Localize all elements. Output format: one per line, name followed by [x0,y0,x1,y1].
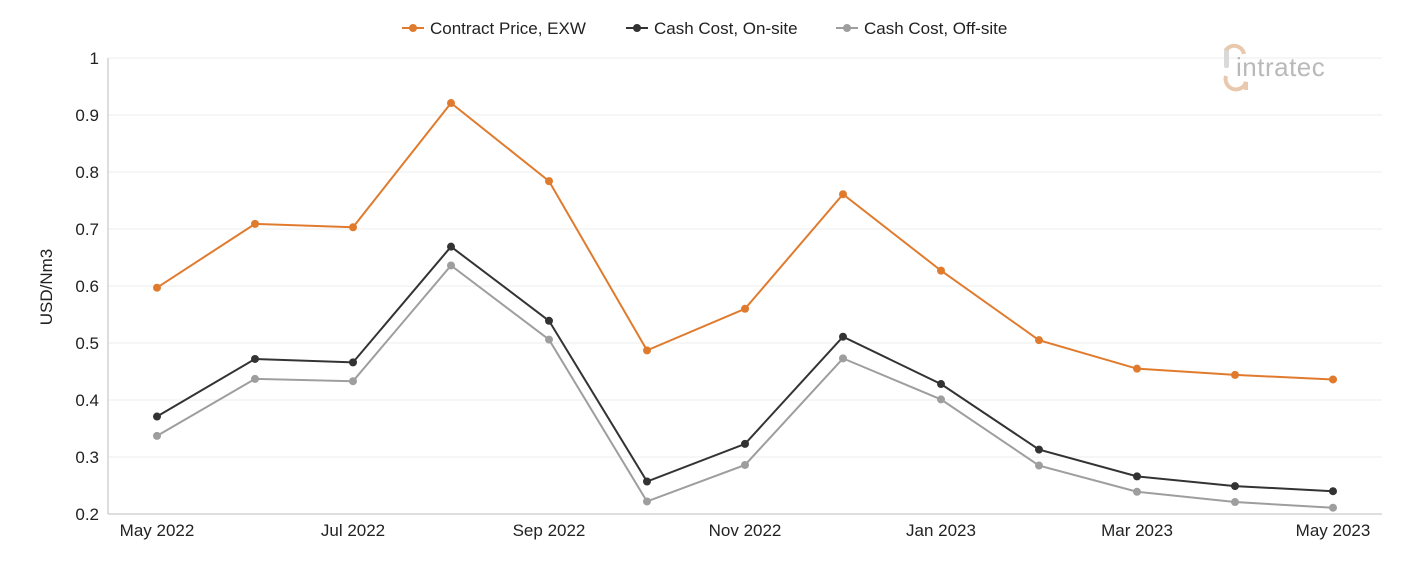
data-point [1133,364,1141,373]
data-point [1231,370,1239,379]
data-point [937,266,945,275]
y-tick-label: 0.3 [75,448,99,467]
x-tick-label: May 2022 [120,521,195,540]
data-point [545,316,553,325]
series-3 [153,261,1337,512]
data-point [1133,487,1141,496]
x-tick-label: Jan 2023 [906,521,976,540]
x-tick-label: Jul 2022 [321,521,385,540]
data-point [839,354,847,363]
y-tick-label: 1 [90,49,99,68]
logo-text: intratec [1236,52,1325,82]
data-point [153,431,161,440]
data-point [741,304,749,313]
legend-marker [843,24,851,32]
series-lines [153,99,1337,512]
data-point [447,99,455,108]
data-point [1035,336,1043,345]
y-tick-label: 0.7 [75,220,99,239]
data-point [741,439,749,448]
x-tick-label: Nov 2022 [709,521,782,540]
data-point [643,477,651,486]
data-point [1329,503,1337,512]
y-tick-label: 0.5 [75,334,99,353]
data-point [643,346,651,355]
series-line [156,101,1334,381]
intratec-logo-icon [1223,43,1248,92]
data-point [1231,482,1239,491]
x-tick-label: Sep 2022 [513,521,586,540]
series-2 [153,242,1337,496]
gridlines [108,57,1382,458]
legend-label: Contract Price, EXW [430,19,586,38]
data-point [251,374,259,383]
intratec-logo: intratec [1223,43,1325,92]
legend-item: Cash Cost, Off-site [836,19,1007,38]
data-point [839,332,847,341]
data-point [1035,461,1043,470]
y-tick-label: 0.8 [75,163,99,182]
data-point [349,358,357,367]
data-point [1035,445,1043,454]
series-line [156,264,1334,509]
data-point [1231,498,1239,507]
legend-item: Cash Cost, On-site [626,19,798,38]
data-point [1133,472,1141,481]
data-point [545,335,553,344]
legend-label: Cash Cost, On-site [654,19,798,38]
x-tick-labels: May 2022 Jul 2022 Sep 2022 Nov 2022 Jan 2023… [120,521,1371,540]
data-point [937,380,945,389]
data-point [937,395,945,404]
data-point [349,223,357,232]
data-point [1329,375,1337,384]
y-tick-label: 0.9 [75,106,99,125]
legend-marker [633,24,641,32]
data-point [153,412,161,421]
legend-item: Contract Price, EXW [402,19,586,38]
y-axis-label: USD/Nm3 [37,249,56,326]
data-point [447,242,455,251]
data-point [545,177,553,186]
data-point [643,497,651,506]
y-tick-label: 0.4 [75,391,99,410]
axes [107,58,1382,515]
x-tick-label: Mar 2023 [1101,521,1173,540]
legend-marker [409,24,417,32]
x-tick-label: May 2023 [1296,521,1371,540]
data-point [251,354,259,363]
y-tick-label: 0.6 [75,277,99,296]
data-point [741,460,749,469]
data-point [447,261,455,270]
y-tick-label: 0.2 [75,505,99,524]
data-point [349,377,357,386]
data-point [251,219,259,228]
legend: Contract Price, EXW Cash Cost, On-site Cas… [402,19,1007,38]
y-tick-labels: 0.2 0.3 0.4 0.5 0.6 0.7 0.8 0.9 1 [75,49,99,524]
legend-label: Cash Cost, Off-site [864,19,1007,38]
series-1 [153,99,1337,384]
data-point [153,283,161,292]
data-point [839,190,847,199]
data-point [1329,487,1337,496]
